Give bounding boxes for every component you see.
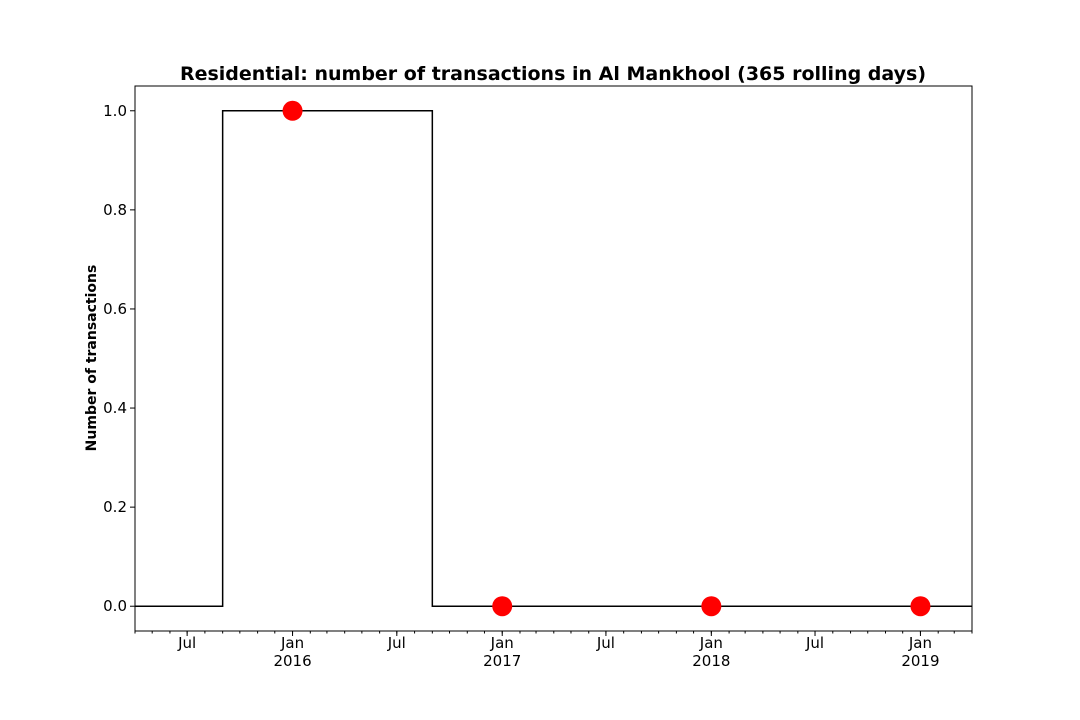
x-tick-label: Jul [387, 634, 406, 652]
x-tick-label: Jul [177, 634, 196, 652]
plot-frame [134, 85, 973, 632]
x-tick-year-label: 2019 [901, 652, 939, 670]
x-tick-label: Jan [699, 634, 723, 652]
x-tick-label: Jan [280, 634, 304, 652]
y-tick-label: 0.2 [103, 498, 127, 516]
x-tick-year-label: 2018 [692, 652, 730, 670]
chart-title: Residential: number of transactions in A… [180, 63, 926, 85]
data-point-marker [701, 596, 722, 617]
x-tick-label: Jul [596, 634, 615, 652]
y-axis-label: Number of transactions [84, 265, 100, 452]
y-tick-label: 0.6 [103, 300, 127, 318]
y-axis: 0.0 0.2 0.4 0.6 0.8 1.0 [103, 102, 135, 615]
x-tick-label: Jan [490, 634, 514, 652]
plot-area [135, 100, 972, 617]
x-tick-label: Jul [805, 634, 824, 652]
transactions-step-line [135, 110, 972, 607]
y-tick-label: 0.8 [103, 201, 127, 219]
data-point-marker [282, 100, 303, 121]
data-point-marker [910, 596, 931, 617]
y-tick-label: 0.4 [103, 399, 127, 417]
data-point-marker [492, 596, 513, 617]
y-tick-label: 0.0 [103, 597, 127, 615]
x-tick-year-label: 2016 [273, 652, 311, 670]
x-tick-label: Jan [908, 634, 932, 652]
y-tick-label: 1.0 [103, 102, 127, 120]
x-tick-year-label: 2017 [483, 652, 521, 670]
